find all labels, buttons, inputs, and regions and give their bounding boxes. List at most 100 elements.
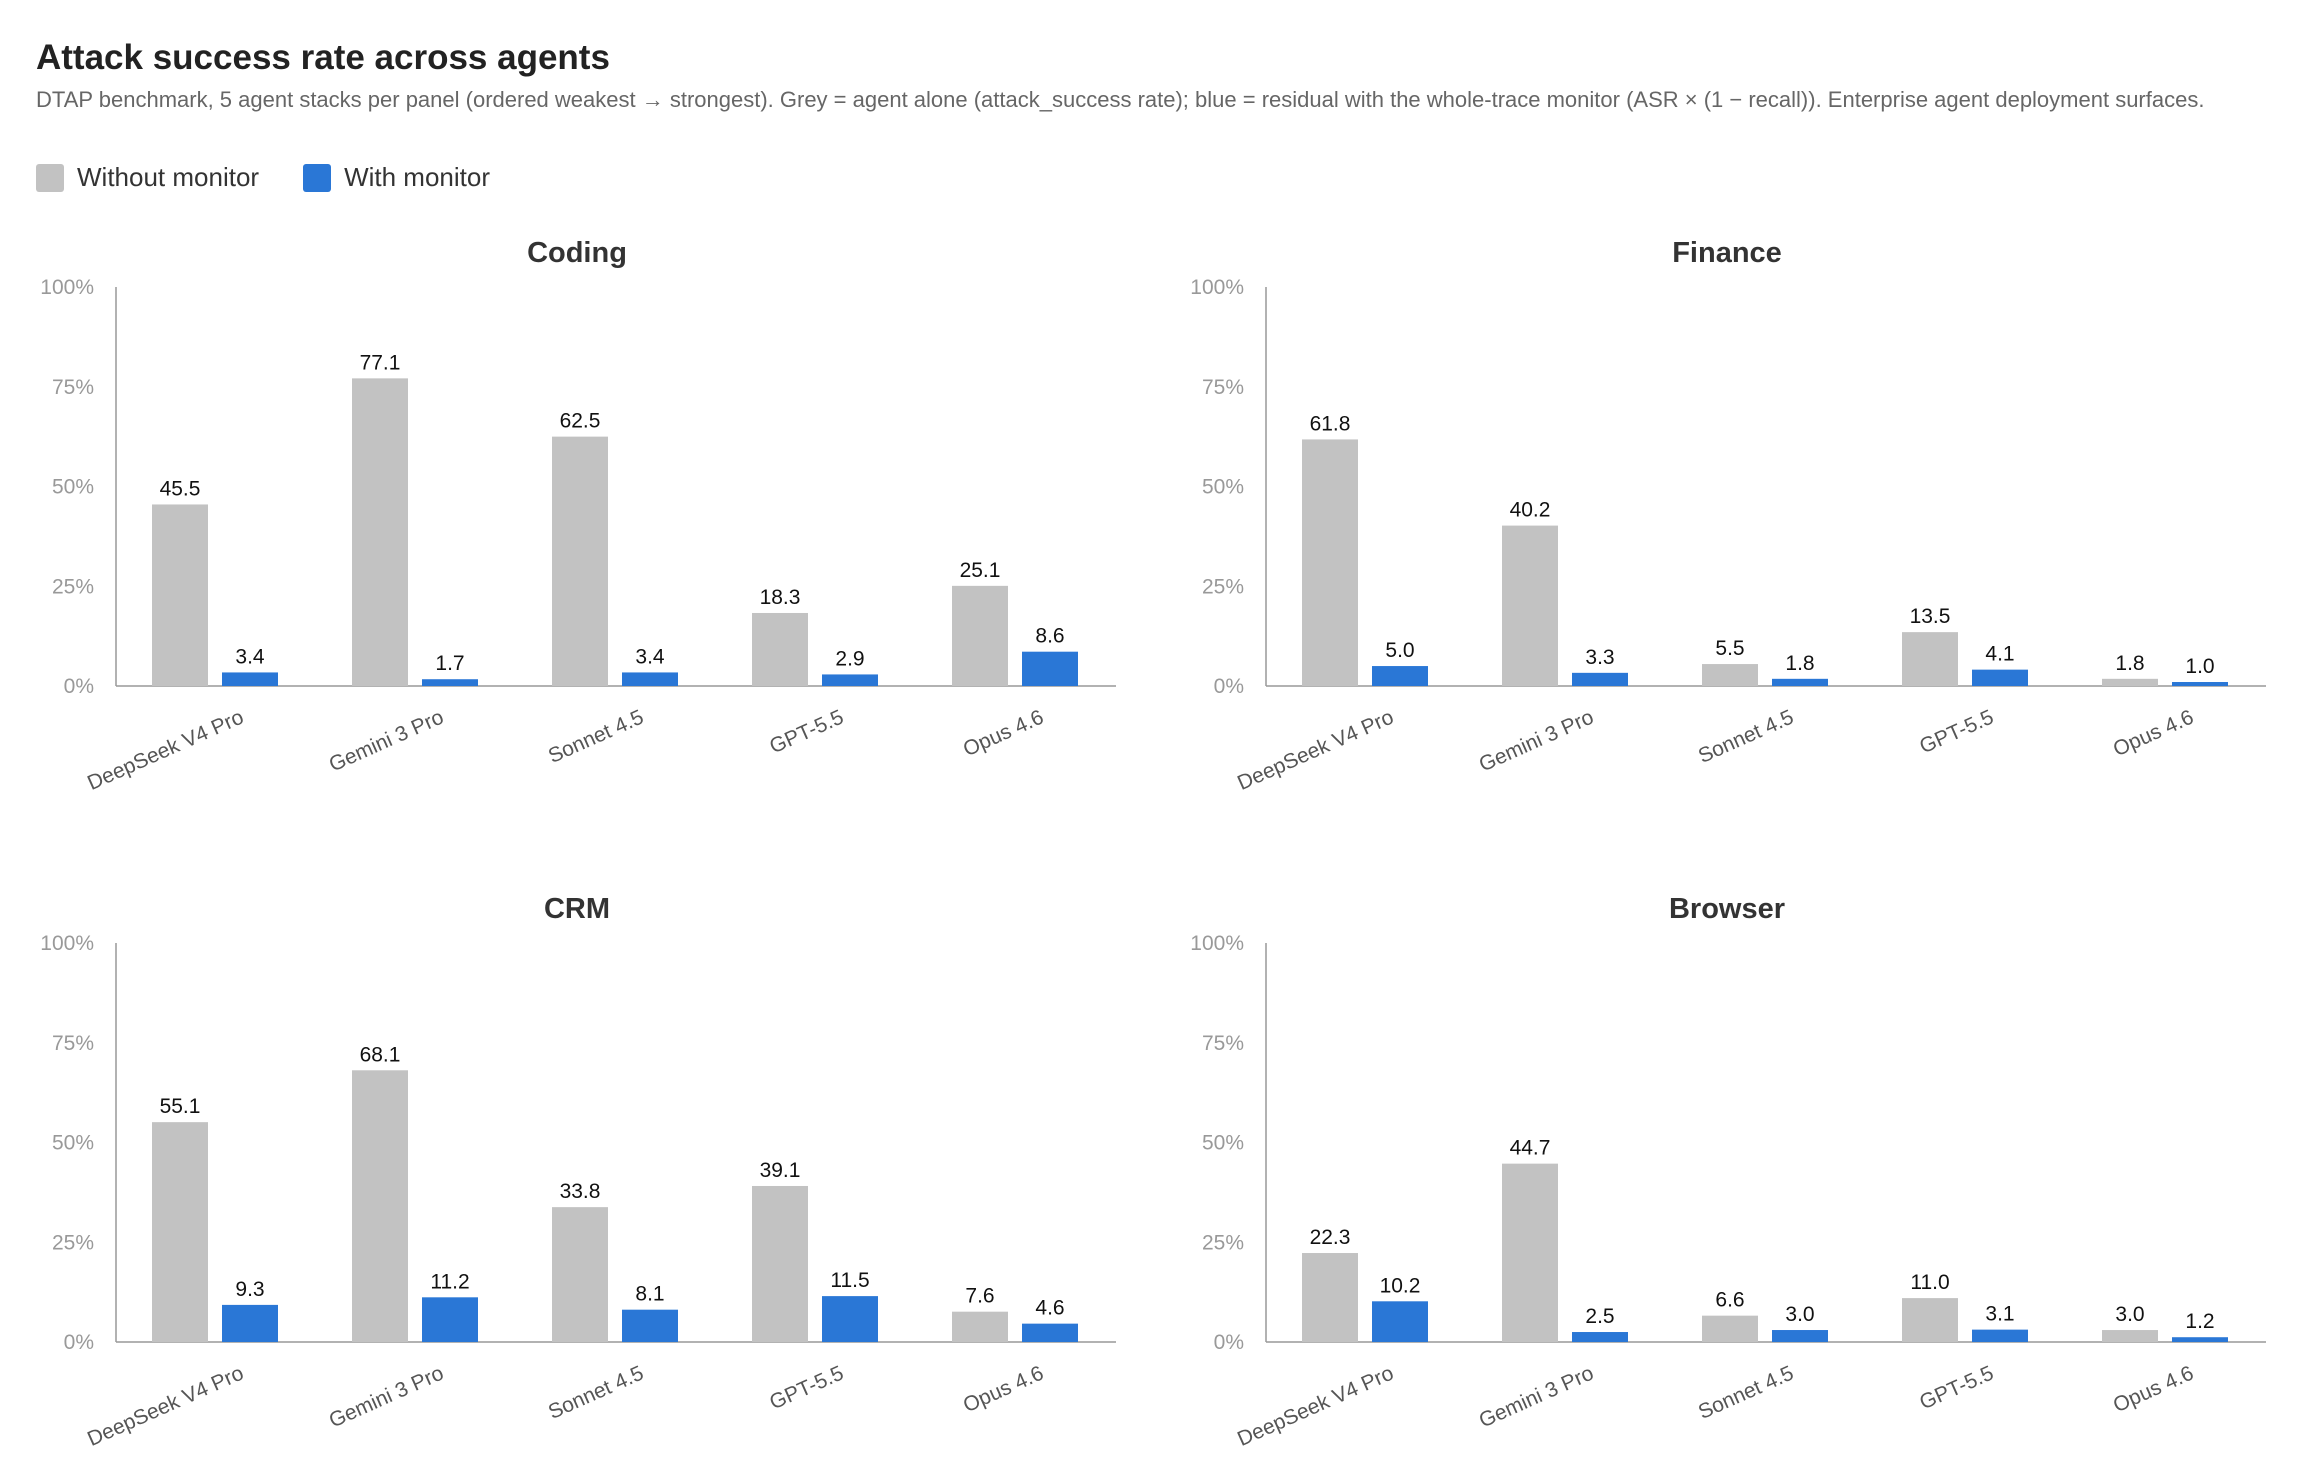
- finance-panel-title: Finance: [1672, 237, 1782, 269]
- crm-bar-deepseek-v4-pro-without-monitor: [152, 1122, 208, 1342]
- crm-bar-gpt-5-5-with-monitor: [822, 1296, 878, 1342]
- coding-bar-gpt-5-5-without-monitor: [752, 612, 808, 686]
- browser-value-label-sonnet-4-5-with-monitor: 3.0: [1785, 1303, 1814, 1326]
- crm-value-label-deepseek-v4-pro-with-monitor: 9.3: [235, 1278, 264, 1301]
- coding-y-tick-75: 75%: [52, 376, 94, 399]
- crm-category-label-opus-4-6: Opus 4.6: [960, 1362, 1047, 1418]
- browser-bar-sonnet-4-5-without-monitor: [1702, 1315, 1758, 1342]
- crm-value-label-sonnet-4-5-with-monitor: 8.1: [635, 1283, 664, 1306]
- browser-value-label-gpt-5-5-with-monitor: 3.1: [1985, 1303, 2014, 1326]
- coding-value-label-gemini-3-pro-without-monitor: 77.1: [360, 351, 401, 374]
- finance-bar-deepseek-v4-pro-without-monitor: [1302, 439, 1358, 686]
- browser-value-label-deepseek-v4-pro-without-monitor: 22.3: [1310, 1226, 1351, 1249]
- legend-swatch-with-monitor: [303, 163, 332, 192]
- coding-value-label-gpt-5-5-without-monitor: 18.3: [760, 586, 801, 609]
- crm-value-label-opus-4-6-without-monitor: 7.6: [965, 1285, 994, 1308]
- legend-item-with-monitor: With monitor: [303, 162, 490, 193]
- coding-category-label-opus-4-6: Opus 4.6: [960, 706, 1047, 762]
- finance-bar-gpt-5-5-without-monitor: [1902, 632, 1958, 686]
- crm-bar-sonnet-4-5-without-monitor: [552, 1207, 608, 1342]
- finance-value-label-gemini-3-pro-without-monitor: 40.2: [1510, 499, 1551, 522]
- coding-bar-sonnet-4-5-without-monitor: [552, 436, 608, 686]
- browser-value-label-sonnet-4-5-without-monitor: 6.6: [1715, 1289, 1744, 1312]
- browser-bar-deepseek-v4-pro-with-monitor: [1372, 1301, 1428, 1342]
- finance-value-label-gemini-3-pro-with-monitor: 3.3: [1585, 646, 1614, 669]
- browser-bar-opus-4-6-without-monitor: [2102, 1330, 2158, 1342]
- coding-bar-gemini-3-pro-with-monitor: [422, 679, 478, 686]
- finance-y-tick-75: 75%: [1202, 376, 1244, 399]
- browser-category-label-gpt-5-5: GPT-5.5: [1916, 1362, 1997, 1415]
- chart-subtitle: DTAP benchmark, 5 agent stacks per panel…: [36, 87, 2205, 112]
- coding-category-label-gpt-5-5: GPT-5.5: [766, 706, 847, 759]
- browser-category-label-sonnet-4-5: Sonnet 4.5: [1695, 1362, 1797, 1424]
- browser-y-tick-100: 100%: [1190, 932, 1244, 955]
- finance-category-label-sonnet-4-5: Sonnet 4.5: [1695, 706, 1797, 768]
- crm-category-label-gemini-3-pro: Gemini 3 Pro: [326, 1362, 447, 1433]
- legend: Without monitor With monitor: [36, 162, 534, 193]
- coding-bar-opus-4-6-without-monitor: [952, 585, 1008, 686]
- finance-value-label-deepseek-v4-pro-with-monitor: 5.0: [1385, 639, 1414, 662]
- coding-category-label-gemini-3-pro: Gemini 3 Pro: [326, 706, 447, 777]
- finance-bar-sonnet-4-5-without-monitor: [1702, 664, 1758, 686]
- crm-y-tick-50: 50%: [52, 1132, 94, 1155]
- coding-value-label-gemini-3-pro-with-monitor: 1.7: [435, 652, 464, 675]
- chart-header: Attack success rate across agents DTAP b…: [36, 36, 2236, 114]
- crm-category-label-gpt-5-5: GPT-5.5: [766, 1362, 847, 1415]
- finance-category-label-opus-4-6: Opus 4.6: [2110, 706, 2197, 762]
- coding-category-label-sonnet-4-5: Sonnet 4.5: [545, 706, 647, 768]
- crm-value-label-deepseek-v4-pro-without-monitor: 55.1: [160, 1095, 201, 1118]
- browser-value-label-opus-4-6-without-monitor: 3.0: [2115, 1303, 2144, 1326]
- coding-y-tick-0: 0%: [64, 675, 94, 698]
- finance-bar-deepseek-v4-pro-with-monitor: [1372, 666, 1428, 686]
- coding-bar-gemini-3-pro-without-monitor: [352, 378, 408, 686]
- coding-value-label-sonnet-4-5-with-monitor: 3.4: [635, 645, 665, 668]
- coding-bar-deepseek-v4-pro-without-monitor: [152, 504, 208, 686]
- crm-bar-sonnet-4-5-with-monitor: [622, 1309, 678, 1342]
- finance-category-label-deepseek-v4-pro: DeepSeek V4 Pro: [1234, 706, 1397, 795]
- coding-y-tick-25: 25%: [52, 575, 94, 598]
- coding-y-tick-100: 100%: [40, 276, 94, 299]
- finance-value-label-gpt-5-5-without-monitor: 13.5: [1910, 605, 1951, 628]
- crm-value-label-gpt-5-5-without-monitor: 39.1: [760, 1159, 801, 1182]
- coding-value-label-deepseek-v4-pro-without-monitor: 45.5: [160, 477, 201, 500]
- crm-bar-gemini-3-pro-without-monitor: [352, 1070, 408, 1342]
- browser-y-tick-0: 0%: [1214, 1331, 1244, 1354]
- browser-category-label-opus-4-6: Opus 4.6: [2110, 1362, 2197, 1418]
- browser-bar-gpt-5-5-without-monitor: [1902, 1298, 1958, 1342]
- coding-value-label-deepseek-v4-pro-with-monitor: 3.4: [235, 645, 265, 668]
- legend-swatch-without-monitor: [36, 163, 64, 192]
- finance-bar-gpt-5-5-with-monitor: [1972, 669, 2028, 686]
- crm-value-label-opus-4-6-with-monitor: 4.6: [1035, 1297, 1064, 1320]
- browser-category-label-deepseek-v4-pro: DeepSeek V4 Pro: [1234, 1362, 1397, 1451]
- coding-bar-opus-4-6-with-monitor: [1022, 651, 1078, 686]
- finance-y-tick-0: 0%: [1214, 675, 1244, 698]
- coding-value-label-opus-4-6-with-monitor: 8.6: [1035, 625, 1064, 648]
- browser-value-label-gemini-3-pro-with-monitor: 2.5: [1585, 1305, 1614, 1328]
- crm-value-label-gpt-5-5-with-monitor: 11.5: [830, 1269, 869, 1292]
- finance-value-label-opus-4-6-without-monitor: 1.8: [2115, 652, 2144, 675]
- finance-bar-sonnet-4-5-with-monitor: [1772, 678, 1828, 686]
- crm-panel-title: CRM: [544, 893, 610, 925]
- browser-value-label-gemini-3-pro-without-monitor: 44.7: [1510, 1137, 1551, 1160]
- crm-bar-opus-4-6-with-monitor: [1022, 1323, 1078, 1342]
- browser-bar-gpt-5-5-with-monitor: [1972, 1329, 2028, 1342]
- browser-bar-opus-4-6-with-monitor: [2172, 1337, 2228, 1342]
- finance-y-tick-50: 50%: [1202, 476, 1244, 499]
- finance-bar-opus-4-6-with-monitor: [2172, 682, 2228, 686]
- crm-category-label-deepseek-v4-pro: DeepSeek V4 Pro: [84, 1362, 247, 1451]
- coding-bar-sonnet-4-5-with-monitor: [622, 672, 678, 686]
- finance-category-label-gemini-3-pro: Gemini 3 Pro: [1476, 706, 1597, 777]
- legend-label-without-monitor: Without monitor: [77, 162, 260, 192]
- browser-bar-gemini-3-pro-with-monitor: [1572, 1332, 1628, 1342]
- finance-bar-gemini-3-pro-with-monitor: [1572, 672, 1628, 686]
- browser-y-tick-25: 25%: [1202, 1231, 1244, 1254]
- crm-category-label-sonnet-4-5: Sonnet 4.5: [545, 1362, 647, 1424]
- legend-item-without-monitor: Without monitor: [36, 162, 259, 193]
- crm-bar-gpt-5-5-without-monitor: [752, 1185, 808, 1342]
- browser-bar-deepseek-v4-pro-without-monitor: [1302, 1253, 1358, 1342]
- crm-y-tick-0: 0%: [64, 1331, 94, 1354]
- coding-panel-title: Coding: [527, 237, 627, 269]
- crm-y-tick-75: 75%: [52, 1032, 94, 1055]
- browser-y-tick-75: 75%: [1202, 1032, 1244, 1055]
